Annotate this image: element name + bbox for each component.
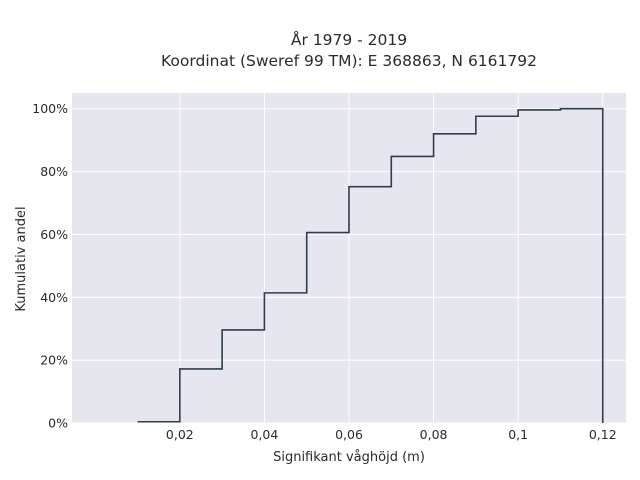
x-tick-label: 0,08 — [420, 427, 448, 442]
y-tick-label: 0% — [48, 416, 68, 431]
x-tick-label: 0,06 — [335, 427, 363, 442]
x-tick-label: 0,04 — [250, 427, 278, 442]
chart-title-line-2: Koordinat (Sweref 99 TM): E 368863, N 61… — [161, 52, 537, 70]
x-tick-label: 0,1 — [508, 427, 528, 442]
x-tick-label: 0,12 — [589, 427, 617, 442]
y-tick-label: 20% — [40, 353, 68, 368]
y-tick-label: 80% — [40, 164, 68, 179]
cumulative-step-line — [137, 107, 604, 423]
x-tick-label: 0,02 — [166, 427, 194, 442]
y-tick-labels: 0% 20% 40% 60% 80% 100% — [32, 101, 68, 430]
grid-lines — [72, 93, 626, 424]
x-axis-label: Signifikant våghöjd (m) — [273, 450, 425, 465]
y-tick-label: 100% — [32, 101, 68, 116]
y-tick-label: 60% — [40, 227, 68, 242]
chart-title-line-1: År 1979 - 2019 — [291, 30, 407, 49]
y-axis-label: Kumulativ andel — [14, 206, 29, 311]
chart-title: År 1979 - 2019 Koordinat (Sweref 99 TM):… — [161, 30, 537, 70]
y-tick-label: 40% — [40, 290, 68, 305]
x-tick-labels: 0,02 0,04 0,06 0,08 0,1 0,12 — [166, 427, 617, 442]
